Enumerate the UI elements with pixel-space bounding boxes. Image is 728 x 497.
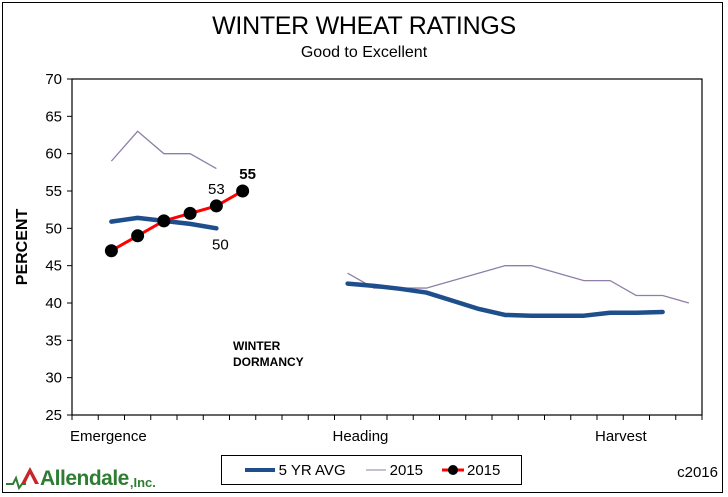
data-label-55: 55 [239,166,256,183]
y-tick-label: 25 [45,407,62,424]
y-tick-label: 30 [45,370,62,387]
logo-suffix: ,Inc. [129,475,156,490]
chart-title: WINTER WHEAT RATINGS [212,12,516,40]
x-tick-label: Emergence [70,428,147,445]
plot-area: 55 53 50 WINTER DORMANCY [104,130,690,369]
y-tick-label: 50 [45,220,62,237]
y-axis-label: PERCENT [14,209,31,286]
y-tick-label: 55 [45,183,62,200]
legend: 5 YR AVG 2015 2015 [221,455,522,485]
plot-border [71,78,703,416]
y-tick-label: 65 [45,108,62,125]
series-2016-marker [236,184,250,198]
legend-item-5yr-avg: 5 YR AVG [243,462,346,479]
legend-label: 2015 [389,461,423,479]
legend-swatch-5yr-avg [244,468,275,472]
series-5yr-avg-line [345,281,665,318]
series-2016-marker [104,244,118,258]
chart-frame [2,2,723,493]
series-2016-marker [157,214,171,228]
legend-label: 5 YR AVG [278,461,346,479]
legend-swatch-2015-thin [365,469,386,471]
annotation-winter: WINTER [233,339,281,353]
x-tick-label: Heading [333,428,389,445]
logo-name: Allendale [40,467,129,490]
series-2015-line [347,265,690,304]
y-tick-label: 45 [45,258,62,275]
x-tick-label: Harvest [595,428,648,445]
annotation-dormancy: DORMANCY [233,355,304,369]
y-tick-label: 40 [45,295,62,312]
legend-item-2015-markers: 2015 [441,462,500,479]
series-2015-line [110,130,217,170]
series-2016-marker [209,199,223,213]
legend-item-2015-thin: 2015 [364,462,423,479]
copyright: c2016 [677,464,718,481]
y-tick-label: 60 [45,146,62,163]
legend-label: 2015 [466,461,501,479]
data-label-50: 50 [212,236,229,253]
axes: 25 30 35 40 45 50 55 60 65 70 Emergence Heading Harv… [45,71,703,445]
data-label-53: 53 [208,181,225,198]
y-tick-label: 35 [45,332,62,349]
series-2016-marker [131,229,145,243]
logo-mark-icon [6,467,39,490]
legend-swatch-2015-markers [441,465,464,475]
allendale-logo: Allendale ,Inc. [6,460,156,490]
y-tick-label: 70 [45,71,62,88]
series-2016-marker [183,206,197,220]
chart-subtitle: Good to Excellent [300,44,428,61]
